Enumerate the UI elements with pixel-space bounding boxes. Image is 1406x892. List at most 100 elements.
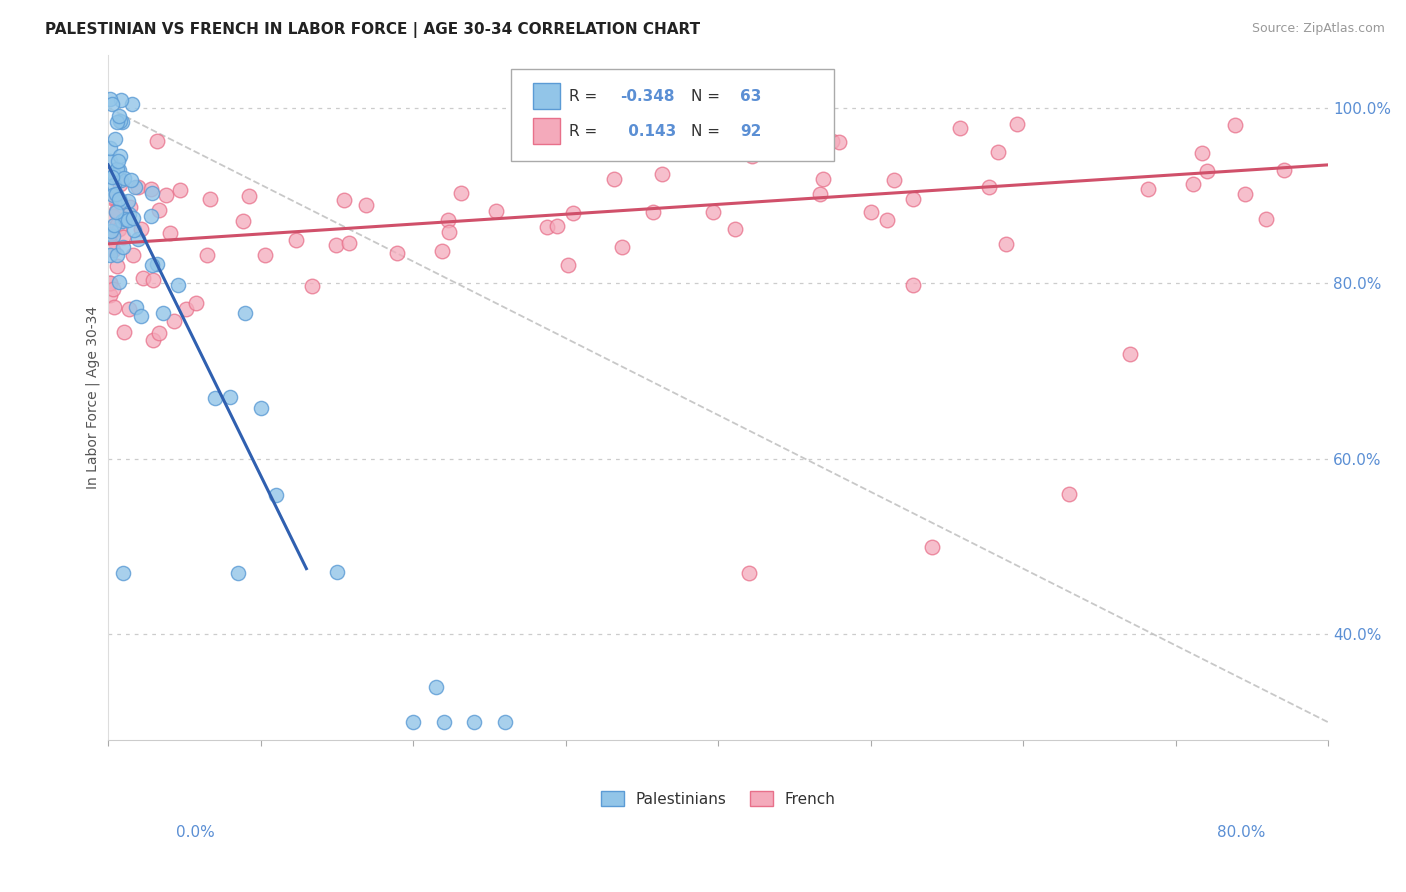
FancyBboxPatch shape xyxy=(510,69,834,161)
Point xyxy=(104,204,127,219)
Point xyxy=(437,225,460,239)
Point xyxy=(1272,163,1295,178)
Point xyxy=(155,187,177,202)
Point xyxy=(437,213,460,227)
Point xyxy=(1223,119,1246,133)
Point xyxy=(98,241,121,255)
Text: 0.143: 0.143 xyxy=(623,124,676,139)
Point xyxy=(557,258,579,272)
Point xyxy=(546,219,568,234)
Point xyxy=(105,218,128,232)
Point xyxy=(876,213,898,227)
Point xyxy=(108,275,131,289)
Point xyxy=(110,195,132,210)
Legend: Palestinians, French: Palestinians, French xyxy=(593,783,844,814)
Point xyxy=(101,97,124,112)
Point xyxy=(977,180,1000,194)
Point xyxy=(354,197,377,211)
Point xyxy=(101,228,124,243)
Point xyxy=(232,214,254,228)
Point xyxy=(117,194,139,209)
Point xyxy=(112,326,135,340)
Point xyxy=(142,333,165,347)
Point xyxy=(167,277,190,292)
Point xyxy=(610,240,633,254)
Point xyxy=(326,565,349,579)
Point xyxy=(641,204,664,219)
Point xyxy=(561,206,583,220)
Point xyxy=(117,301,139,316)
FancyBboxPatch shape xyxy=(533,118,560,145)
Point xyxy=(112,566,135,580)
Point xyxy=(724,222,747,236)
Point xyxy=(141,182,163,196)
Point xyxy=(463,715,485,730)
Point xyxy=(883,173,905,187)
Point xyxy=(98,141,121,155)
Point xyxy=(1137,182,1160,196)
Point xyxy=(737,566,759,580)
Point xyxy=(114,211,136,226)
Point xyxy=(264,488,287,502)
Point xyxy=(111,240,134,254)
Point xyxy=(118,200,141,214)
Point xyxy=(1057,487,1080,501)
Point xyxy=(284,233,307,247)
Text: 80.0%: 80.0% xyxy=(1218,825,1265,840)
Point xyxy=(98,276,121,290)
Point xyxy=(301,278,323,293)
Point xyxy=(112,230,135,244)
Text: 63: 63 xyxy=(740,88,762,103)
Point xyxy=(741,149,763,163)
Point xyxy=(1234,187,1257,202)
Point xyxy=(146,257,169,271)
Point xyxy=(821,135,844,149)
Point xyxy=(120,173,142,187)
Point xyxy=(103,190,125,204)
Point xyxy=(987,145,1010,159)
Y-axis label: In Labor Force | Age 30-34: In Labor Force | Age 30-34 xyxy=(86,306,100,489)
Point xyxy=(432,244,454,259)
Point xyxy=(450,186,472,200)
Point xyxy=(219,390,242,404)
Point xyxy=(103,168,125,182)
Point xyxy=(110,173,132,187)
Point xyxy=(100,169,122,184)
Point xyxy=(121,211,143,226)
Point xyxy=(494,715,516,730)
Point xyxy=(195,248,218,262)
Point xyxy=(174,301,197,316)
Text: -0.348: -0.348 xyxy=(620,88,675,103)
Point xyxy=(1005,117,1028,131)
Text: Source: ZipAtlas.com: Source: ZipAtlas.com xyxy=(1251,22,1385,36)
Point xyxy=(995,236,1018,251)
Point xyxy=(101,243,124,257)
Point xyxy=(105,115,128,129)
Point xyxy=(152,306,174,320)
Point xyxy=(402,715,425,730)
Point xyxy=(163,314,186,328)
Point xyxy=(125,301,148,315)
Point xyxy=(98,227,121,242)
Point xyxy=(159,226,181,240)
Point xyxy=(104,132,127,146)
Point xyxy=(141,258,163,272)
Point xyxy=(651,167,673,181)
Point xyxy=(184,296,207,310)
Point xyxy=(103,218,125,232)
Point xyxy=(811,172,834,186)
Point xyxy=(921,540,943,554)
Text: N =: N = xyxy=(692,88,725,103)
Point xyxy=(98,247,121,261)
Point xyxy=(103,301,125,315)
FancyBboxPatch shape xyxy=(533,83,560,109)
Point xyxy=(131,310,153,324)
Point xyxy=(132,270,155,285)
Point xyxy=(101,188,124,202)
Text: N =: N = xyxy=(692,124,725,139)
Point xyxy=(702,204,724,219)
Point xyxy=(148,326,170,340)
Point xyxy=(111,213,134,227)
Text: R =: R = xyxy=(569,88,602,103)
Point xyxy=(98,288,121,302)
